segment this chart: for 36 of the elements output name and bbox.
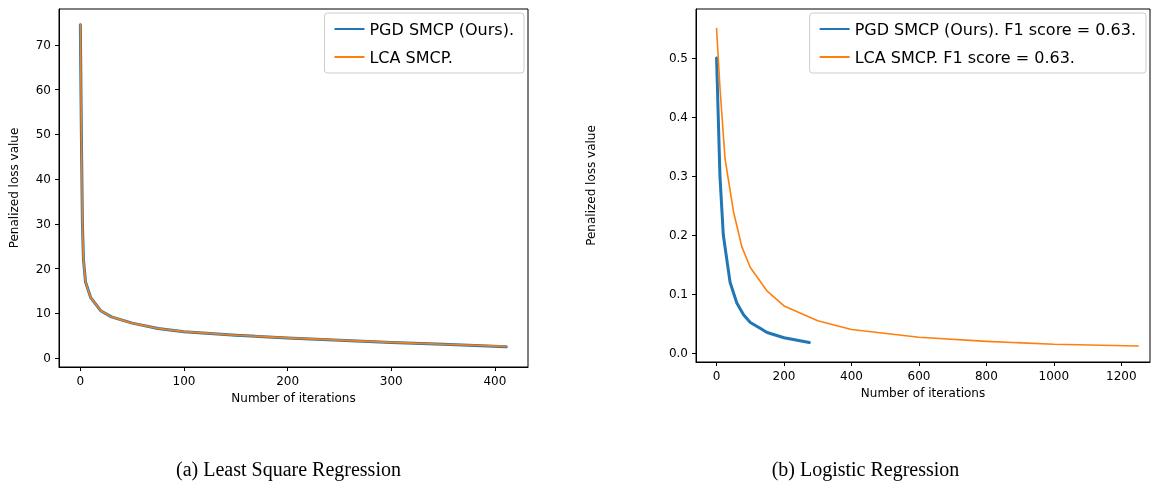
- y-tick-label: 10: [35, 306, 51, 321]
- y-tick-label: 0.1: [668, 287, 688, 302]
- x-tick-label: 800: [974, 369, 998, 383]
- x-tick-label: 100: [172, 374, 196, 388]
- text: (b) Logistic Regression: [770, 458, 961, 481]
- x-tick-label: 200: [276, 374, 300, 388]
- y-tick-label: 0.0: [668, 346, 688, 361]
- legend-label: LCA SMCP.: [369, 47, 453, 67]
- y-axis-title: Penalized loss value: [7, 127, 21, 249]
- legend-label: PGD SMCP (Ours). F1 score = 0.63.: [854, 19, 1136, 39]
- x-tick-label: 400: [840, 369, 863, 383]
- y-tick-label: 0.2: [668, 228, 688, 243]
- y-tick-label: 30: [35, 216, 51, 231]
- y-tick-label: 70: [35, 37, 51, 52]
- y-tick-label: 40: [35, 172, 51, 187]
- x-tick-label: 1200: [1106, 369, 1137, 383]
- x-tick-label: 0: [712, 369, 721, 383]
- x-tick-label: 0: [76, 374, 85, 388]
- y-axis-title: Penalized loss value: [584, 125, 598, 246]
- legend-label: PGD SMCP (Ours).: [369, 19, 515, 39]
- x-tick-label: 300: [379, 374, 403, 388]
- y-tick-label: 0: [43, 351, 51, 366]
- y-tick-label: 0.4: [668, 110, 688, 125]
- y-tick-label: 60: [35, 82, 51, 97]
- x-tick-label: 1000: [1038, 369, 1070, 383]
- y-tick-label: 0.3: [668, 169, 688, 184]
- x-tick-label: 600: [907, 369, 931, 383]
- text: (a) Least Square Regression: [175, 458, 402, 481]
- legend-label: LCA SMCP. F1 score = 0.63.: [854, 47, 1075, 67]
- y-tick-label: 20: [35, 261, 51, 276]
- x-axis-title: Number of iterations: [231, 390, 356, 405]
- y-tick-label: 0.5: [668, 50, 688, 65]
- y-tick-label: 50: [35, 127, 51, 142]
- x-axis-title: Number of iterations: [860, 385, 986, 400]
- x-tick-label: 400: [483, 374, 507, 388]
- x-tick-label: 200: [772, 369, 796, 383]
